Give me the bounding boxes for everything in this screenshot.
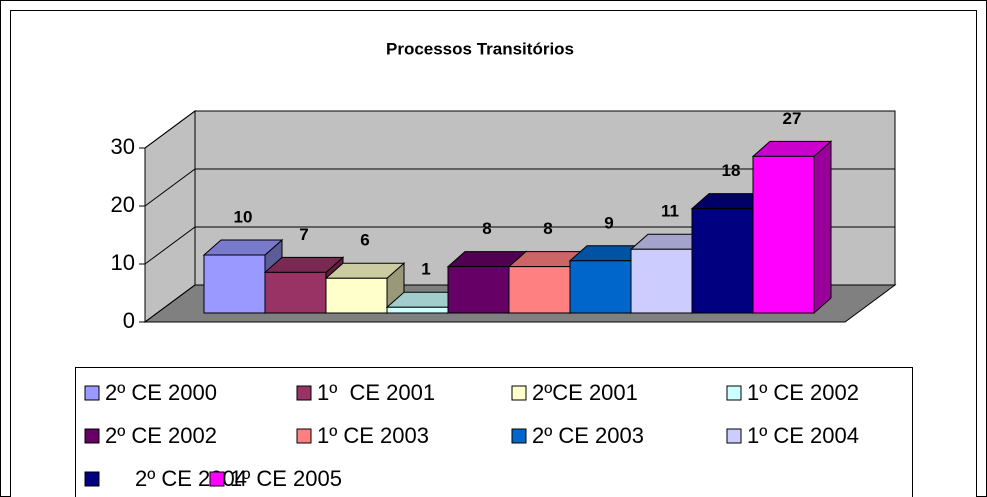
legend-swatch [209,471,225,487]
bar-front [630,248,693,314]
data-label: 9 [604,213,613,232]
legend-swatch [296,385,312,401]
legend-label: 2º CE 2003 [532,423,644,448]
bar-side [813,140,832,315]
data-label: 7 [299,225,308,244]
legend-label: 2º CE 2000 [105,380,217,405]
legend-swatch [84,385,100,401]
data-label: 6 [360,231,369,250]
legend-swatch [296,428,312,444]
y-tick-label: 0 [123,308,135,333]
data-label: 27 [783,109,802,128]
legend-label: 2º CE 2002 [105,423,217,448]
legend-label: 1º CE 2004 [747,423,859,448]
legend-swatch [511,428,527,444]
bar-front [691,208,754,314]
grid-line [144,110,895,149]
legend-label: 1º CE 2002 [747,380,859,405]
bar-front [447,266,510,314]
y-tick-label: 10 [111,250,135,275]
bar-front [325,277,388,314]
bar-front [386,306,449,314]
data-label: 8 [482,219,491,238]
data-label: 10 [234,207,253,226]
y-tick-label: 30 [111,134,135,159]
legend-label: 2º CE 2004 [135,466,247,491]
legend-swatch [511,385,527,401]
legend-swatch [84,471,100,487]
grid-line [144,168,895,207]
legend-swatch [84,428,100,444]
bar-front [508,266,571,314]
data-label: 18 [722,161,741,180]
data-label: 8 [543,219,552,238]
legend-label: 1º CE 2003 [317,423,429,448]
y-tick-label: 20 [111,192,135,217]
data-label: 1 [421,260,430,279]
legend-label: 2ºCE 2001 [532,380,638,405]
chart-title: Processos Transitórios [386,39,574,58]
legend-swatch [726,385,742,401]
grid-line [144,226,895,265]
data-label: 11 [661,202,679,221]
bar-front [569,260,632,314]
bar-front [264,271,327,314]
legend-swatch [726,428,742,444]
legend-label: 1º CE 2005 [230,466,342,491]
bar-front [203,254,266,314]
bar [751,140,833,315]
bar-front [752,155,815,314]
legend-label: 1º CE 2001 [317,380,435,405]
